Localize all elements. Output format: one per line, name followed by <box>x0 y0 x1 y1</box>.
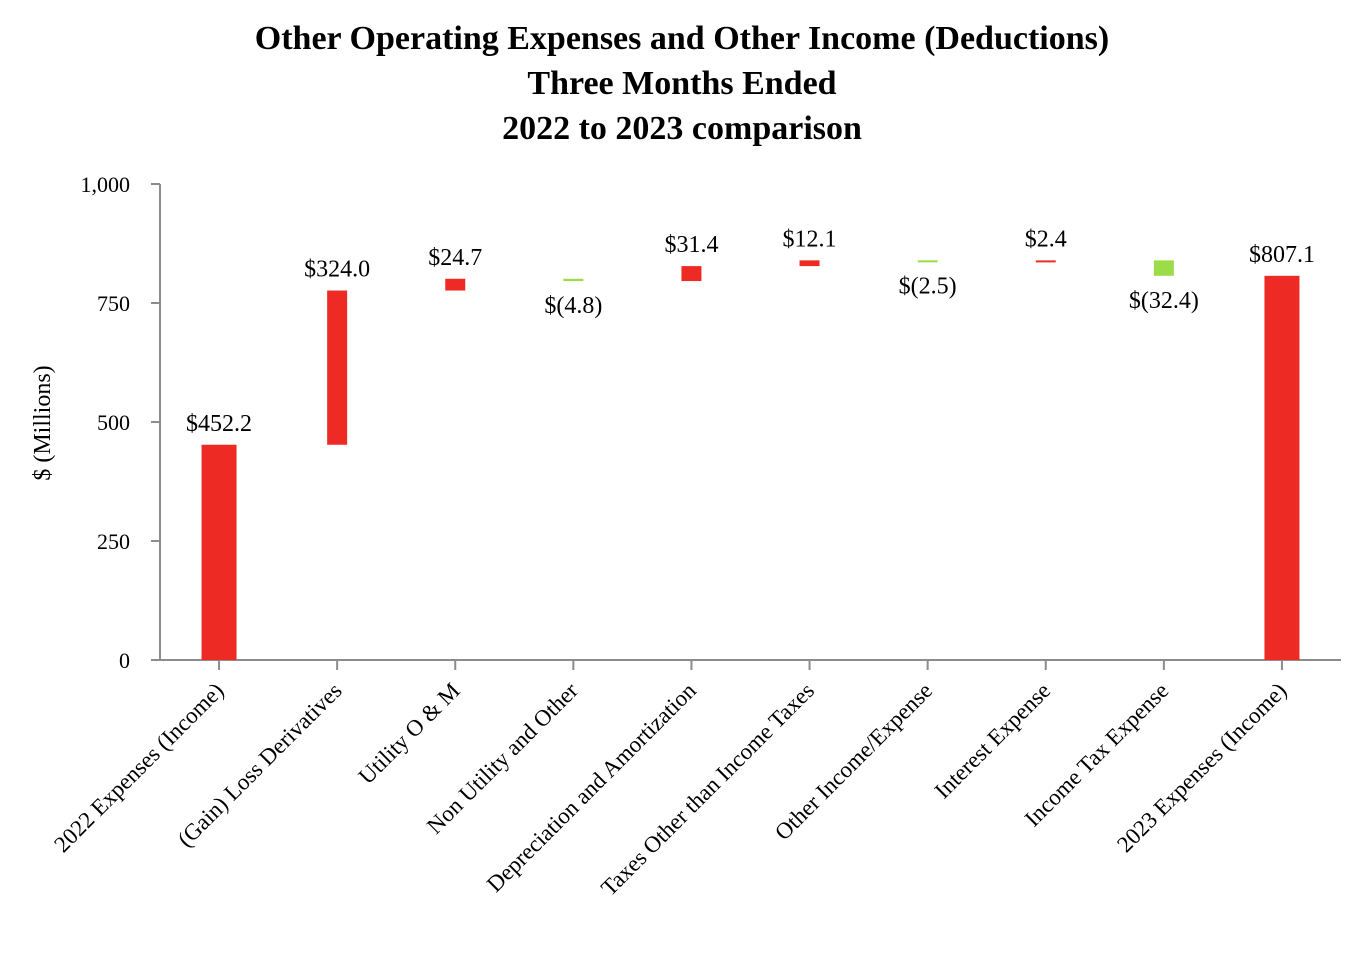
bar-6 <box>799 260 820 267</box>
y-tick-label: 0 <box>119 648 130 673</box>
bar-3 <box>445 278 466 291</box>
data-label-3: $24.7 <box>428 245 482 271</box>
bars <box>201 260 1300 660</box>
chart-title-line-2: Three Months Ended <box>527 65 837 102</box>
y-tick-label: 1,000 <box>81 172 131 197</box>
bar-10 <box>1264 275 1300 660</box>
x-axis <box>160 659 1341 670</box>
y-tick-label: 750 <box>97 291 130 316</box>
category-label-3: Utility O & M <box>354 678 465 789</box>
data-label-10: $807.1 <box>1249 242 1315 268</box>
bar-2 <box>327 290 348 445</box>
bar-5 <box>681 266 702 282</box>
category-label-5: Depreciation and Amortization <box>482 678 701 897</box>
data-label-4: $(4.8) <box>544 293 602 319</box>
data-label-5: $31.4 <box>664 232 718 258</box>
y-axis: 0 250 500 750 1,000 <box>81 172 161 673</box>
y-tick-label: 500 <box>97 410 130 435</box>
data-label-7: $(2.5) <box>899 274 957 300</box>
data-label-9: $(32.4) <box>1129 288 1199 314</box>
category-labels: 2022 Expenses (Income)(Gain) Loss Deriva… <box>49 678 1291 901</box>
bar-8 <box>1035 260 1056 263</box>
bar-7 <box>917 260 938 263</box>
category-label-8: Interest Expense <box>930 678 1056 804</box>
bar-9 <box>1153 260 1174 276</box>
bar-4 <box>563 278 584 282</box>
data-label-8: $2.4 <box>1025 226 1067 252</box>
data-label-1: $452.2 <box>186 411 252 437</box>
chart-title-line-1: Other Operating Expenses and Other Incom… <box>254 20 1110 57</box>
chart-title-line-3: 2022 to 2023 comparison <box>502 110 862 147</box>
data-labels: $452.2 $324.0 $24.7 $(4.8) $31.4 $12.1 $(2.5) $… <box>186 226 1315 436</box>
chart-title: Other Operating Expenses and Other Incom… <box>0 16 1364 151</box>
data-label-2: $324.0 <box>304 257 370 283</box>
bar-1 <box>201 444 237 660</box>
y-axis-title: $ (Millions) <box>30 365 56 480</box>
category-label-6: Taxes Other than Income Taxes <box>596 678 819 901</box>
y-tick-label: 250 <box>97 529 130 554</box>
data-label-6: $12.1 <box>783 226 837 252</box>
